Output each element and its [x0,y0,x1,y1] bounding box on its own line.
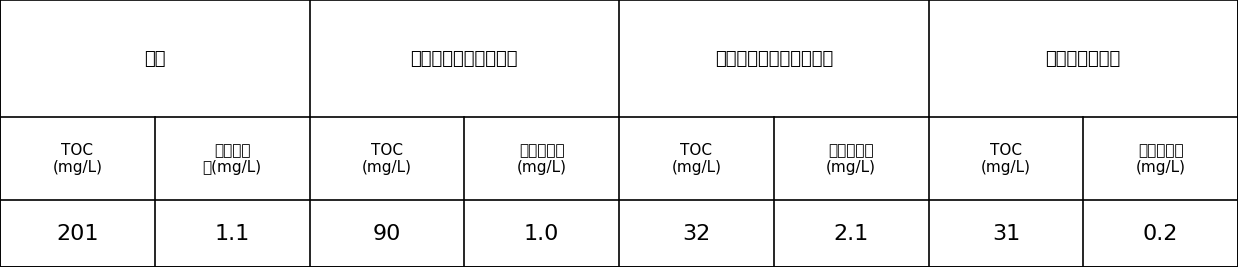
Text: 90: 90 [373,224,401,244]
Text: TOC
(mg/L): TOC (mg/L) [52,143,103,175]
Text: 1.1: 1.1 [214,224,250,244]
Text: 固体悬浮物
(mg/L): 固体悬浮物 (mg/L) [516,143,567,175]
Text: 固体悬浮物
(mg/L): 固体悬浮物 (mg/L) [826,143,877,175]
Text: TOC
(mg/L): TOC (mg/L) [980,143,1031,175]
Text: 固体悬浮物
(mg/L): 固体悬浮物 (mg/L) [1135,143,1186,175]
Text: TOC
(mg/L): TOC (mg/L) [671,143,722,175]
Text: 32: 32 [682,224,711,244]
Text: 原料: 原料 [144,50,166,68]
Text: 通过活性炭过滤子系统后: 通过活性炭过滤子系统后 [714,50,833,68]
Text: 1.0: 1.0 [524,224,560,244]
Text: TOC
(mg/L): TOC (mg/L) [361,143,412,175]
Text: 201: 201 [56,224,99,244]
Text: 通过微晶过滤子系统后: 通过微晶过滤子系统后 [411,50,517,68]
Text: 31: 31 [992,224,1020,244]
Text: 超滤器子系统后: 超滤器子系统后 [1046,50,1120,68]
Text: 固体悬浮
物(mg/L): 固体悬浮 物(mg/L) [203,143,261,175]
Text: 0.2: 0.2 [1143,224,1179,244]
Text: 2.1: 2.1 [833,224,869,244]
